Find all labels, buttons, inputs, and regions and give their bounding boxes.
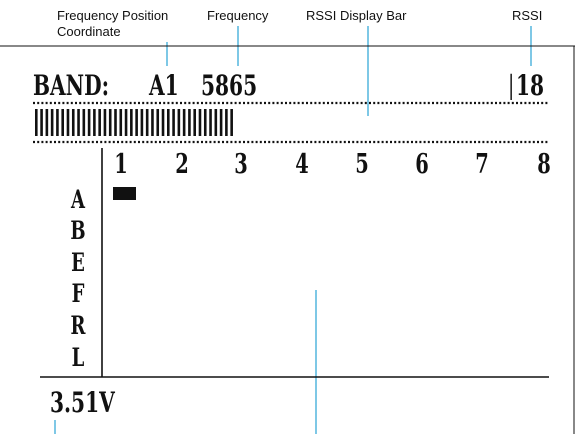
row-B: B [70, 216, 86, 245]
column-2: 2 [175, 149, 189, 180]
column-3: 3 [234, 149, 248, 180]
row-E: E [71, 248, 85, 277]
rssi-bar-segment [198, 109, 202, 136]
rssi-bar-segment [145, 109, 149, 136]
row-R: R [70, 311, 86, 340]
column-1: 1 [114, 149, 128, 180]
callout-rssi-display-bar: RSSI Display Bar [306, 8, 407, 23]
rssi-bar-segment [140, 109, 144, 136]
rssi-bar-segment [77, 109, 80, 136]
rssi-value: 18 [516, 69, 545, 102]
column-4: 4 [295, 149, 309, 180]
row-L: L [71, 343, 85, 372]
callout-rssi: RSSI [512, 8, 543, 23]
rssi-bar-segment [124, 109, 128, 136]
rssi-bar-segment [214, 109, 218, 136]
rssi-bar-segment [172, 109, 175, 136]
rssi-bar-segment [114, 109, 117, 136]
rssi-bar-segment [93, 109, 96, 136]
rssi-bar-segment [209, 109, 212, 136]
rssi-bracket: | [508, 71, 515, 101]
rssi-bar-segment [225, 109, 228, 136]
rssi-bar-segment [156, 109, 160, 136]
rssi-bar-segment [87, 109, 91, 136]
frequency-value: 5865 [201, 69, 258, 102]
column-7: 7 [475, 149, 489, 180]
rssi-bar-segment [177, 109, 181, 136]
rssi-bar-segment [98, 109, 101, 136]
row-F: F [71, 279, 85, 308]
column-6: 6 [415, 149, 429, 180]
rssi-bar-segment [167, 109, 170, 136]
rssi-bar-segment [45, 109, 49, 136]
rssi-bar-segment [71, 109, 75, 136]
rssi-bar-segment [161, 109, 165, 136]
callout-frequency: Frequency [207, 8, 269, 23]
column-8: 8 [537, 149, 551, 180]
rssi-bar-segment [151, 109, 154, 136]
row-A: A [71, 185, 85, 214]
rssi-bar-segment [40, 109, 43, 136]
column-5: 5 [355, 149, 369, 180]
rssi-bar-segment [56, 109, 59, 136]
battery-voltage: 3.51V [50, 386, 115, 419]
rssi-bar-segment [203, 109, 207, 136]
selected-channel-marker [113, 187, 136, 200]
rssi-bar-segment [103, 109, 107, 136]
rssi-bar-segment [193, 109, 196, 136]
callout-frequency-position: Frequency Position [57, 8, 169, 23]
rssi-bar-segment [230, 109, 233, 136]
rssi-bar-segment [119, 109, 123, 136]
rssi-bar-segment [108, 109, 112, 136]
rssi-bar-segment [188, 109, 191, 136]
frequency-position: A1 [149, 69, 179, 102]
rssi-bar-segment [82, 109, 86, 136]
rssi-bar-segment [61, 109, 64, 136]
band-label: BAND: [33, 69, 110, 102]
rssi-bar-segment [66, 109, 70, 136]
rssi-bar-segment [130, 109, 133, 136]
callout-coordinate: Coordinate [57, 24, 121, 39]
rssi-bar-segment [50, 109, 54, 136]
rssi-bar-segment [182, 109, 186, 136]
rssi-bar-segment [219, 109, 223, 136]
rssi-bar-segment [135, 109, 138, 136]
rssi-bar-segment [35, 109, 38, 136]
